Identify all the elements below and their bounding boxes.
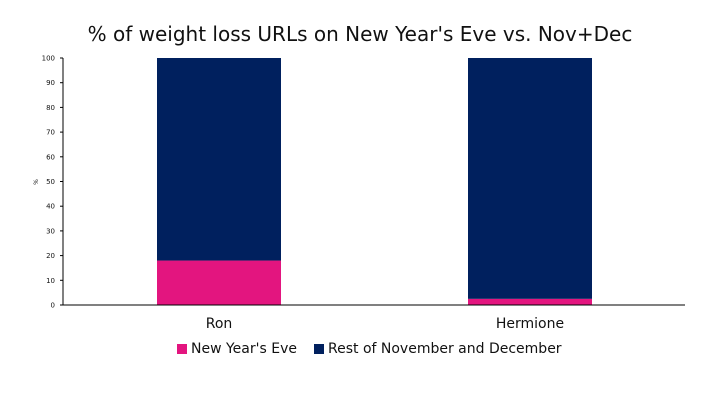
y-tick-label: 70 — [46, 129, 55, 137]
y-tick-label: 30 — [46, 227, 55, 235]
x-tick-label-ron: Ron — [205, 316, 233, 332]
y-tick-label: 50 — [46, 178, 55, 186]
bar-hermione-series-0 — [468, 298, 592, 305]
y-tick-label: 40 — [46, 203, 55, 211]
bars-group — [157, 58, 592, 305]
legend-swatch-rest-of-nov-dec — [314, 344, 324, 354]
legend-label-rest-of-nov-dec: Rest of November and December — [328, 341, 562, 357]
y-axis-label: % — [33, 179, 40, 185]
y-tick-label: 80 — [46, 104, 55, 112]
y-tick-label: 90 — [46, 79, 55, 87]
legend-label-new-years-eve: New Year's Eve — [191, 341, 297, 357]
y-tick-label: 10 — [46, 277, 55, 285]
y-tick-label: 20 — [46, 252, 55, 260]
y-tick-label: 60 — [46, 153, 55, 161]
y-tick-label: 0 — [51, 302, 55, 310]
legend-item-rest-of-nov-dec: Rest of November and December — [314, 341, 562, 357]
chart-title: % of weight loss URLs on New Year's Eve … — [87, 22, 633, 46]
bar-ron-series-0 — [157, 260, 281, 305]
bar-ron-series-1 — [157, 58, 281, 261]
bar-hermione-series-1 — [468, 58, 592, 299]
legend: New Year's Eve Rest of November and Dece… — [0, 341, 720, 361]
y-axis: 0 10 20 30 40 50 60 70 80 90 100% — [33, 55, 64, 310]
legend-swatch-new-years-eve — [177, 344, 187, 354]
legend-item-new-years-eve: New Year's Eve — [177, 341, 297, 357]
x-tick-label-hermione: Hermione — [495, 316, 565, 332]
y-tick-label: 100 — [42, 55, 55, 63]
